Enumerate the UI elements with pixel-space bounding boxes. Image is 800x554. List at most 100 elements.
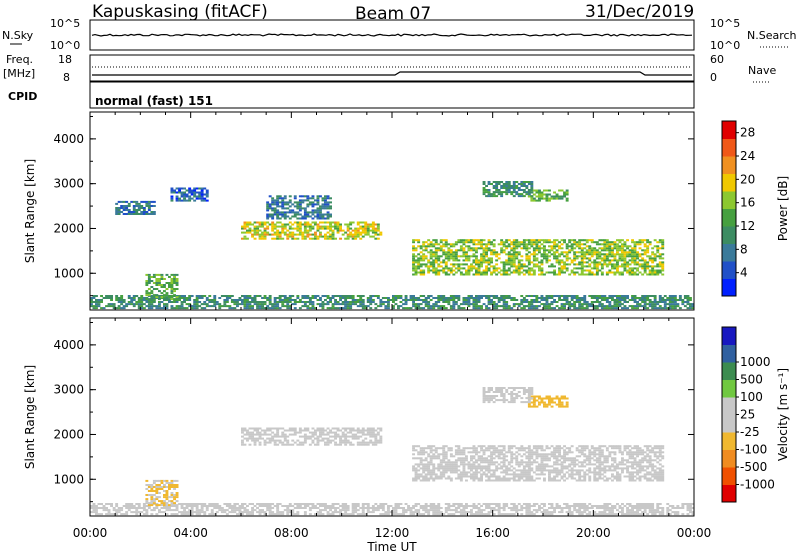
- data-cell: [419, 259, 423, 262]
- data-cell: [575, 503, 579, 505]
- data-cell: [442, 305, 446, 308]
- data-cell: [329, 429, 332, 432]
- data-cell: [339, 225, 342, 228]
- data-cell: [641, 301, 645, 303]
- data-cell: [308, 513, 312, 516]
- data-cell: [241, 435, 244, 438]
- data-cell: [178, 197, 181, 200]
- data-cell: [359, 507, 363, 509]
- data-cell: [278, 307, 282, 310]
- data-cell: [470, 465, 473, 468]
- data-cell: [125, 209, 129, 211]
- data-cell: [183, 301, 186, 303]
- data-cell: [145, 297, 149, 299]
- data-cell: [384, 301, 388, 303]
- data-cell: [638, 513, 642, 516]
- data-cell: [580, 247, 584, 250]
- data-cell: [631, 511, 634, 514]
- data-cell: [266, 429, 270, 432]
- data-cell: [449, 469, 453, 472]
- data-cell: [263, 295, 267, 297]
- data-cell: [158, 295, 161, 297]
- data-cell: [100, 503, 103, 505]
- data-cell: [163, 479, 166, 482]
- data-cell: [530, 183, 534, 185]
- data-cell: [351, 437, 355, 440]
- data-cell: [671, 297, 675, 299]
- data-cell: [163, 484, 166, 486]
- data-cell: [140, 207, 144, 209]
- data-cell: [392, 507, 395, 509]
- data-cell: [346, 305, 350, 308]
- data-cell: [173, 273, 176, 276]
- data-cell: [120, 295, 124, 297]
- data-cell: [646, 267, 650, 270]
- data-cell: [203, 187, 207, 190]
- data-cell: [266, 215, 270, 218]
- data-cell: [452, 461, 456, 464]
- data-cell: [366, 503, 370, 505]
- data-cell: [117, 511, 121, 514]
- data-cell: [344, 511, 348, 514]
- data-cell: [215, 503, 219, 505]
- data-cell: [454, 301, 458, 303]
- data-cell: [195, 299, 199, 301]
- data-cell: [588, 273, 592, 276]
- data-cell: [329, 297, 332, 299]
- data-cell: [165, 504, 169, 507]
- data-cell: [563, 265, 566, 268]
- data-cell: [334, 307, 337, 310]
- data-cell: [520, 255, 524, 258]
- data-cell: [371, 507, 375, 509]
- data-cell: [459, 449, 463, 452]
- data-cell: [351, 513, 355, 516]
- data-cell: [676, 513, 680, 516]
- data-cell: [349, 221, 353, 224]
- data-cell: [402, 299, 405, 301]
- data-cell: [475, 305, 478, 308]
- data-cell: [439, 261, 443, 264]
- data-cell: [616, 245, 619, 248]
- data-cell: [190, 189, 194, 192]
- data-cell: [419, 467, 423, 470]
- data-cell: [568, 505, 572, 507]
- data-cell: [520, 183, 524, 185]
- data-cell: [276, 225, 280, 228]
- data-cell: [575, 271, 579, 274]
- data-cell: [459, 263, 463, 266]
- data-cell: [150, 280, 154, 282]
- data-cell: [613, 257, 617, 260]
- data-cell: [379, 429, 383, 432]
- data-cell: [145, 301, 149, 303]
- data-cell: [671, 301, 675, 303]
- data-cell: [422, 301, 426, 303]
- data-cell: [308, 503, 312, 505]
- data-cell: [170, 187, 174, 190]
- data-cell: [273, 231, 277, 234]
- data-cell: [205, 303, 209, 306]
- data-cell: [170, 292, 174, 295]
- data-cell: [658, 265, 662, 268]
- data-cell: [283, 305, 287, 308]
- data-cell: [102, 505, 106, 507]
- data-cell: [286, 215, 290, 218]
- data-cell: [170, 197, 174, 200]
- data-cell: [419, 513, 423, 516]
- data-cell: [283, 439, 287, 442]
- data-cell: [633, 255, 637, 258]
- data-cell: [334, 237, 337, 240]
- data-cell: [661, 241, 665, 244]
- data-cell: [188, 509, 192, 512]
- data-cell: [346, 235, 350, 238]
- data-cell: [525, 509, 529, 512]
- data-cell: [467, 247, 471, 250]
- data-cell: [631, 295, 634, 297]
- data-cell: [170, 295, 174, 297]
- data-cell: [475, 247, 478, 250]
- data-cell: [530, 197, 534, 200]
- data-cell: [407, 509, 410, 512]
- data-cell: [538, 265, 541, 268]
- data-cell: [228, 307, 232, 310]
- data-cell: [298, 429, 302, 432]
- data-cell: [497, 503, 501, 505]
